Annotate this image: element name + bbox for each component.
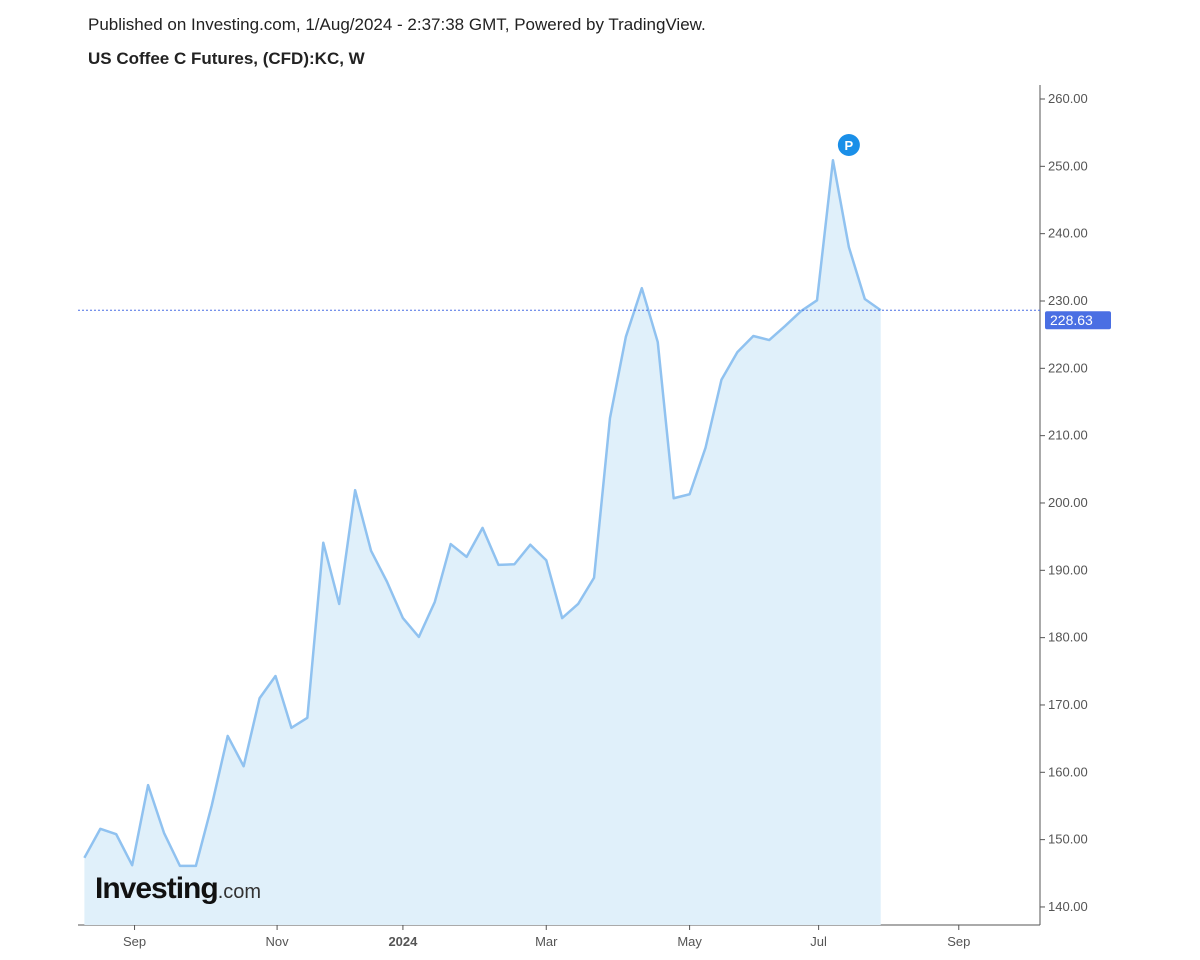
investing-logo: Investing.com xyxy=(95,872,261,911)
last-price-tag: 228.63 xyxy=(1045,311,1111,330)
x-tick-label: 2024 xyxy=(388,934,418,949)
x-tick-label: Sep xyxy=(947,934,970,949)
x-tick-label: Nov xyxy=(266,934,290,949)
y-tick-label: 190.00 xyxy=(1048,562,1088,577)
logo-suffix: .com xyxy=(217,881,262,903)
y-tick-label: 180.00 xyxy=(1048,630,1088,645)
x-axis: Sep Nov 2024 Mar May Jul Sep xyxy=(78,924,1040,949)
marker-badge[interactable]: P xyxy=(837,134,860,156)
marker-label: P xyxy=(845,138,854,153)
logo-main: Investing xyxy=(95,872,219,905)
y-tick-label: 230.00 xyxy=(1048,293,1088,308)
x-tick-label: Sep xyxy=(123,934,146,949)
x-tick-label: Jul xyxy=(810,934,827,949)
y-tick-label: 170.00 xyxy=(1048,697,1088,712)
y-tick-label: 250.00 xyxy=(1048,158,1088,173)
y-tick-label: 160.00 xyxy=(1048,764,1088,779)
y-tick-label: 150.00 xyxy=(1048,832,1088,847)
x-tick-label: May xyxy=(677,934,702,949)
last-price-label: 228.63 xyxy=(1050,312,1093,328)
price-area-fill xyxy=(84,160,881,926)
price-line xyxy=(83,159,882,868)
x-tick-label: Mar xyxy=(535,934,558,949)
y-tick-label: 200.00 xyxy=(1048,495,1088,510)
y-axis: 140.00 150.00 160.00 170.00 180.00 190.00 200.… xyxy=(1039,85,1088,925)
y-tick-label: 240.00 xyxy=(1048,226,1088,241)
y-tick-label: 220.00 xyxy=(1048,360,1088,375)
published-note: Published on Investing.com, 1/Aug/2024 -… xyxy=(88,15,706,34)
y-tick-label: 210.00 xyxy=(1048,428,1088,443)
y-tick-label: 260.00 xyxy=(1048,91,1088,106)
chart-title: US Coffee C Futures, (CFD):KC, W xyxy=(88,49,365,68)
y-tick-label: 140.00 xyxy=(1048,899,1088,914)
